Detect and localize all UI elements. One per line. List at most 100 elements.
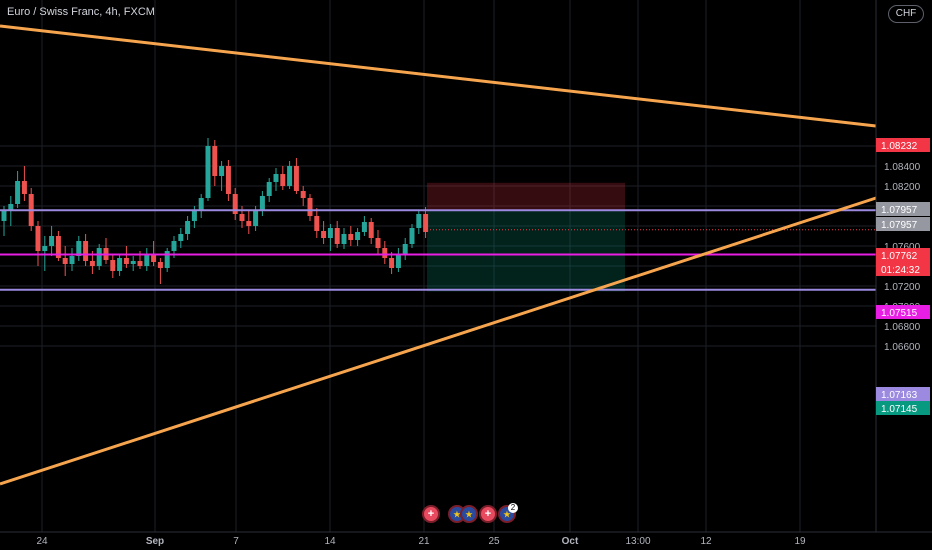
price-tag-label: 1.07163 xyxy=(881,390,918,401)
candle-body xyxy=(76,241,82,256)
candle-body xyxy=(307,198,313,216)
candle-body xyxy=(83,241,89,261)
candle-body xyxy=(348,234,354,240)
take-profit-zone xyxy=(427,210,625,292)
chart-title: Euro / Swiss Franc, 4h, FXCM xyxy=(7,6,155,18)
candle-body xyxy=(253,211,259,226)
y-tick-label: 1.07200 xyxy=(884,282,921,293)
candle-body xyxy=(423,214,429,232)
candle-body xyxy=(273,174,279,182)
x-tick-label: 19 xyxy=(794,536,806,547)
candle-body xyxy=(314,216,320,231)
candle-body xyxy=(232,194,238,214)
y-tick-label: 1.06800 xyxy=(884,322,921,333)
candle-body xyxy=(389,258,395,268)
candle-body xyxy=(416,214,422,228)
x-tick-label: 21 xyxy=(418,536,430,547)
event-count-badge: 2 xyxy=(508,503,518,513)
candle-body xyxy=(21,181,27,194)
candle-body xyxy=(246,221,252,226)
swiss-flag-event-icon[interactable]: + xyxy=(422,505,440,523)
candle-body xyxy=(198,198,204,210)
candle-body xyxy=(130,261,136,264)
candle-body xyxy=(1,211,7,221)
candle-body xyxy=(375,238,381,248)
time-axis-bg xyxy=(0,532,932,550)
candle-body xyxy=(219,166,225,176)
candle-body xyxy=(49,236,55,246)
price-tag-bg xyxy=(876,262,930,276)
candle-body xyxy=(212,146,218,176)
x-tick-label: 13:00 xyxy=(625,536,650,547)
time-axis: 24 Sep 7 14 21 25 Oct 13:00 12 19 xyxy=(0,531,932,550)
candle-body xyxy=(117,258,123,271)
x-tick-label: 14 xyxy=(324,536,336,547)
x-tick-label: Oct xyxy=(562,536,579,547)
upper-trendline xyxy=(0,24,877,128)
candle-body xyxy=(191,210,197,221)
candle-body xyxy=(205,146,211,198)
y-tick-label: 1.08200 xyxy=(884,182,921,193)
candle-body xyxy=(144,254,150,266)
price-tag-bg xyxy=(876,138,930,152)
candle-body xyxy=(259,196,265,211)
price-tag-bg xyxy=(876,305,930,319)
price-tag-label: 1.07762 xyxy=(881,251,918,262)
swiss-flag-event-icon[interactable]: + xyxy=(479,505,497,523)
candle-body xyxy=(164,251,170,268)
y-tick-label: 1.06600 xyxy=(884,342,921,353)
candle-body xyxy=(287,166,293,186)
candle-body xyxy=(321,231,327,238)
candle-body xyxy=(382,248,388,258)
price-tag-label: 01:24:32 xyxy=(881,265,920,276)
trendlines xyxy=(0,24,877,486)
candle-body xyxy=(239,214,245,221)
candle-body xyxy=(55,236,61,258)
currency-badge[interactable]: CHF xyxy=(888,5,924,23)
price-tag-bg xyxy=(876,202,930,216)
candle-body xyxy=(137,261,143,266)
candle-body xyxy=(171,241,177,251)
horizontal-levels xyxy=(0,209,876,291)
price-tag-label: 1.07957 xyxy=(881,205,918,216)
candle-body xyxy=(280,174,286,186)
x-tick-label: 12 xyxy=(700,536,712,547)
candle-body xyxy=(8,204,14,211)
short-position-zones xyxy=(427,182,625,292)
candle-body xyxy=(225,166,231,194)
candle-body xyxy=(89,261,95,266)
price-tag-bg xyxy=(876,248,930,262)
candle-body xyxy=(300,191,306,198)
candle-body xyxy=(42,246,48,251)
candle-body xyxy=(327,228,333,238)
eu-flag-event-icon[interactable]: ★ xyxy=(460,505,478,523)
candle-body xyxy=(355,232,361,240)
price-tag-label: 1.07515 xyxy=(881,308,918,319)
candle-body xyxy=(35,226,41,251)
candle-body xyxy=(368,222,374,238)
x-tick-label: 7 xyxy=(233,536,239,547)
candle-body xyxy=(266,182,272,196)
candle-body xyxy=(293,166,299,191)
price-tags: 1.08232 1.07957 1.07957 1.07762 01:24:32 1.07… xyxy=(876,138,930,415)
price-tag-bg xyxy=(876,217,930,231)
candle-body xyxy=(62,258,68,264)
x-tick-label: 25 xyxy=(488,536,500,547)
price-tag-label: 1.07145 xyxy=(881,404,918,415)
candle-body xyxy=(96,248,102,266)
x-tick-label: Sep xyxy=(146,536,164,547)
candle-body xyxy=(334,228,340,244)
candle-body xyxy=(409,228,415,244)
x-tick-label: 24 xyxy=(36,536,48,547)
y-tick-label: 1.07600 xyxy=(884,242,921,253)
candle-body xyxy=(15,181,21,204)
candle-body xyxy=(395,254,401,268)
price-tag-label: 1.07957 xyxy=(881,220,918,231)
candle-body xyxy=(110,260,116,271)
candle-body xyxy=(157,262,163,268)
price-tag-bg xyxy=(876,401,930,415)
candle-body xyxy=(123,258,129,264)
price-tag-label: 1.08232 xyxy=(881,141,918,152)
lower-trendline xyxy=(0,196,877,486)
